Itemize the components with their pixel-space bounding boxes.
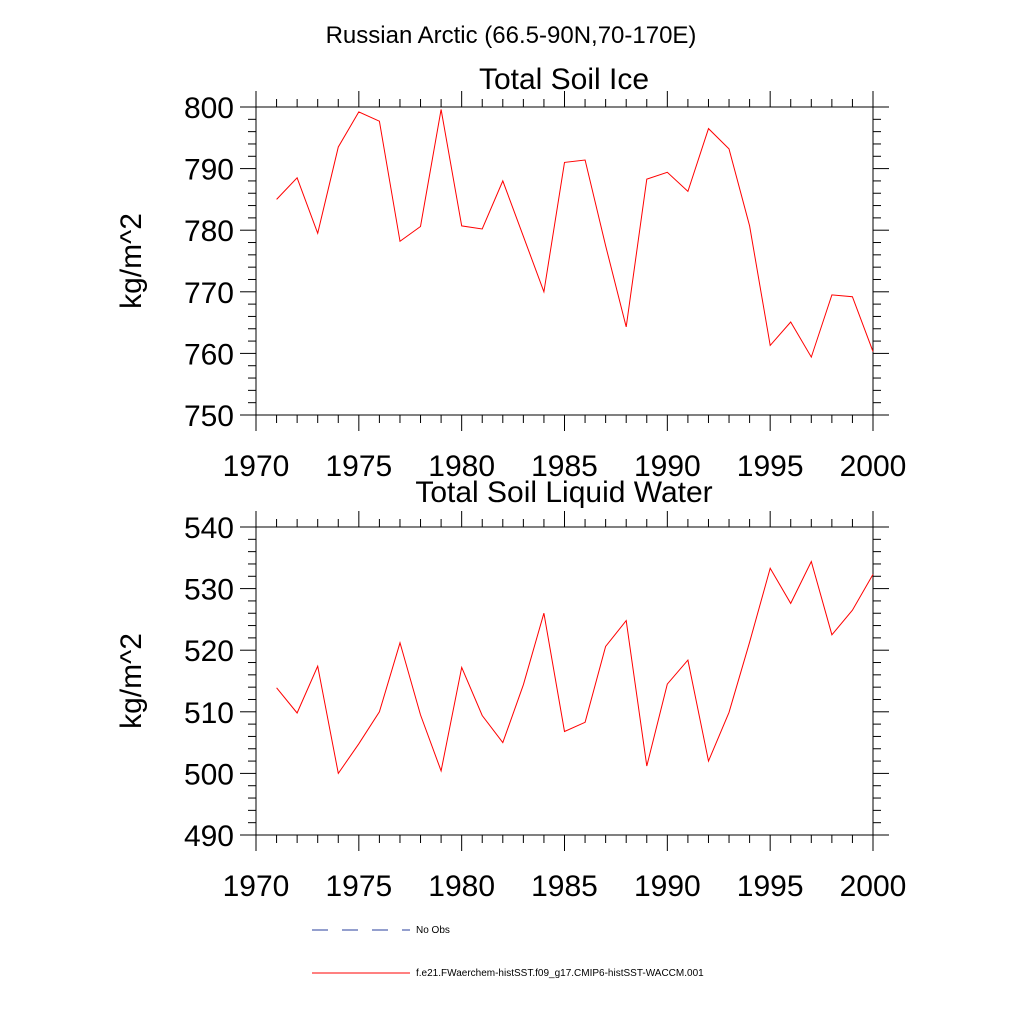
soil-liquid-water-y-tick-label: 530 (184, 574, 234, 607)
soil-liquid-water-title: Total Soil Liquid Water (415, 476, 712, 509)
soil-liquid-water-x-tick-label: 1985 (531, 870, 598, 903)
soil-ice-panel: Total Soil Ice kg/m^2 1970 1975 1980 1985 19… (115, 63, 906, 483)
soil-ice-ylabel: kg/m^2 (115, 213, 148, 309)
soil-ice-y-tick-label: 800 (184, 92, 234, 125)
soil-ice-x-tick-label: 1990 (634, 450, 701, 483)
soil-liquid-water-panel: Total Soil Liquid Water kg/m^2 1970 1975 1… (115, 476, 906, 903)
legend-model-run-label: f.e21.FWaerchem-histSST.f09_g17.CMIP6-hi… (416, 968, 704, 979)
soil-ice-x-tick-label: 1995 (737, 450, 804, 483)
soil-ice-y-tick-label: 750 (184, 400, 234, 433)
soil-ice-y-tick-label: 770 (184, 277, 234, 310)
soil-ice-y-tick-label: 790 (184, 154, 234, 187)
soil-liquid-water-x-tick-label: 2000 (840, 870, 907, 903)
soil-liquid-water-y-tick-label: 490 (184, 820, 234, 853)
soil-liquid-water-x-tick-label: 1975 (325, 870, 392, 903)
soil-liquid-water-y-tick-label: 500 (184, 758, 234, 791)
soil-liquid-water-y-tick-label: 540 (184, 512, 234, 545)
soil-ice-x-tick-label: 1970 (223, 450, 290, 483)
legend-no-obs-label: No Obs (416, 925, 450, 936)
soil-liquid-water-y-tick-label: 510 (184, 697, 234, 730)
soil-liquid-water-series-line (276, 560, 874, 775)
figure-suptitle: Russian Arctic (66.5-90N,70-170E) (326, 22, 697, 49)
soil-liquid-water-x-tick-label: 1980 (428, 870, 495, 903)
soil-liquid-water-x-tick-label: 1970 (223, 870, 290, 903)
soil-ice-title: Total Soil Ice (479, 63, 649, 96)
soil-ice-y-tick-label: 760 (184, 338, 234, 371)
soil-liquid-water-plot-frame (255, 526, 874, 836)
soil-ice-x-tick-label: 1975 (325, 450, 392, 483)
soil-ice-series-line (276, 109, 874, 359)
soil-ice-x-tick-label: 2000 (840, 450, 907, 483)
soil-liquid-water-y-tick-label: 520 (184, 635, 234, 668)
soil-liquid-water-ylabel: kg/m^2 (115, 633, 148, 729)
soil-liquid-water-x-tick-label: 1995 (737, 870, 804, 903)
soil-ice-x-tick-label: 1980 (428, 450, 495, 483)
soil-ice-y-tick-label: 780 (184, 215, 234, 248)
soil-ice-x-tick-label: 1985 (531, 450, 598, 483)
soil-ice-plot-frame (255, 106, 874, 416)
soil-liquid-water-x-tick-label: 1990 (634, 870, 701, 903)
legend: No Obs f.e21.FWaerchem-histSST.f09_g17.C… (312, 925, 704, 979)
